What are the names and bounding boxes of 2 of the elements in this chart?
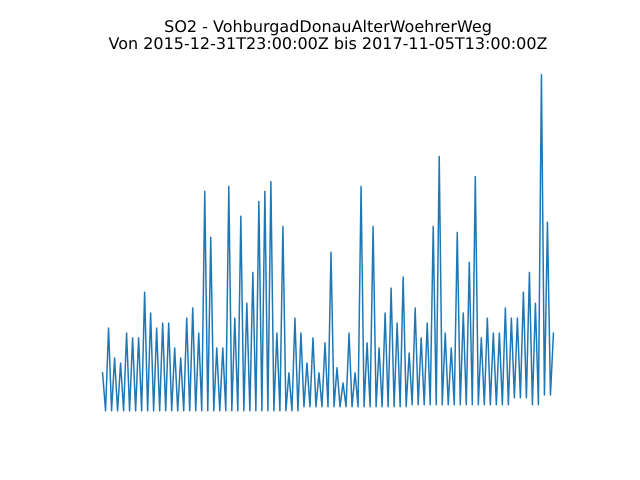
chart-title: SO2 - VohburgadDonauAlterWoehrerWeg xyxy=(164,17,492,36)
chart-subtitle: Von 2015-12-31T23:00:00Z bis 2017-11-05T13:00:00Z xyxy=(108,34,548,53)
